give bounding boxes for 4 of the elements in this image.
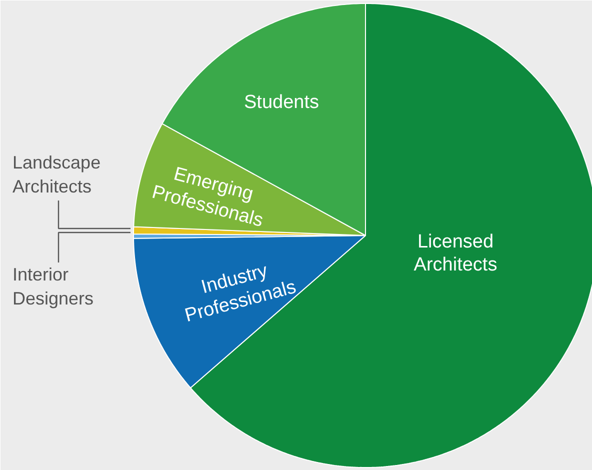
slice-label: Landscape Architects — [12, 152, 101, 196]
slice-label: Students — [244, 92, 319, 113]
slice-label: Licensed Architects — [414, 231, 498, 276]
slice-label: Interior Designers — [12, 264, 94, 308]
